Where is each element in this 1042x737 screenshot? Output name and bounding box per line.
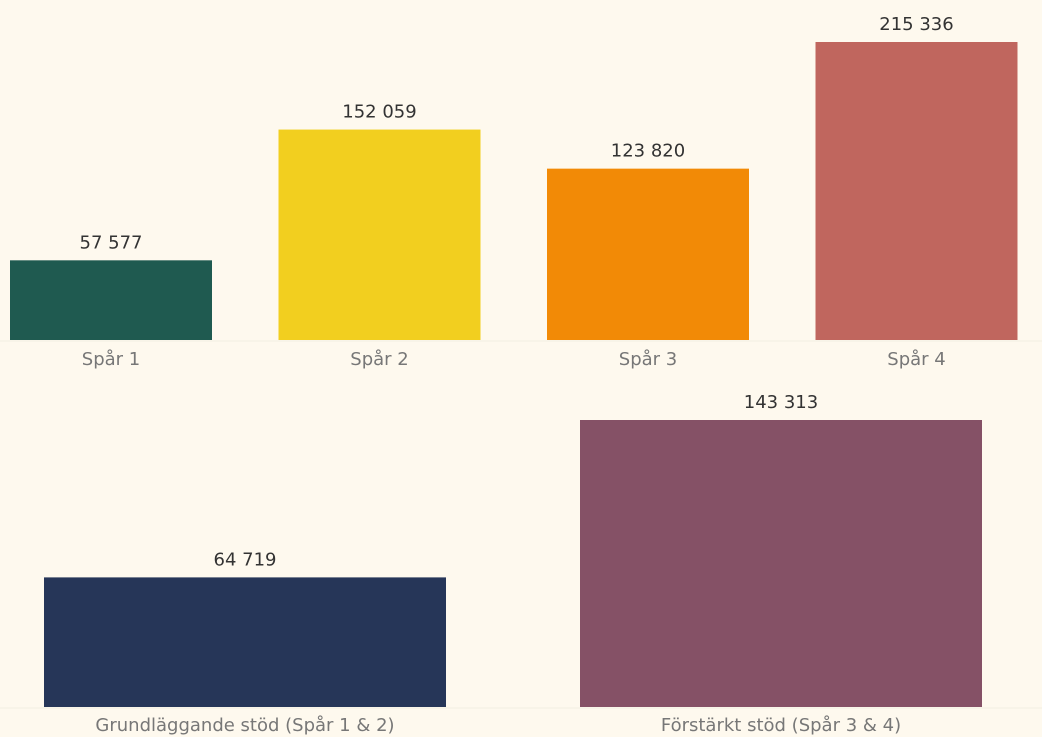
bar [278,129,481,340]
category-label: Förstärkt stöd (Spår 3 & 4) [661,715,901,736]
value-label: 123 820 [611,141,685,162]
value-label: 215 336 [879,14,953,35]
value-label: 64 719 [214,549,277,570]
value-label: 143 313 [744,392,818,413]
category-label: Spår 1 [82,349,140,370]
value-label: 152 059 [342,102,416,123]
category-label: Spår 3 [619,349,677,370]
category-label: Spår 2 [350,349,408,370]
bar [580,420,982,707]
category-label: Spår 4 [887,349,945,370]
bar [547,168,749,340]
bar [44,577,446,707]
bar [815,42,1018,340]
bar [10,260,212,340]
value-label: 57 577 [80,232,143,253]
category-label: Grundläggande stöd (Spår 1 & 2) [95,715,394,736]
